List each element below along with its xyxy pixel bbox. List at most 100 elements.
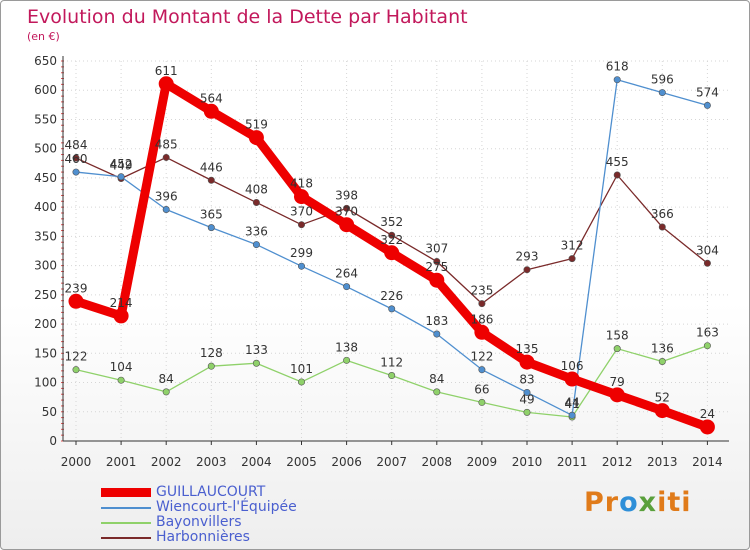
data-label-2-8: 84 [429, 372, 444, 386]
data-point-1-9 [478, 366, 486, 374]
y-tick-label: 400 [34, 200, 57, 214]
data-label-1-5: 299 [290, 246, 313, 260]
data-point-2-0 [72, 366, 80, 374]
data-point-3-2 [162, 153, 170, 161]
y-tick-label: 300 [34, 259, 57, 273]
legend-swatch [101, 488, 151, 497]
data-point-3-14 [703, 259, 711, 267]
data-point-3-11 [568, 255, 576, 263]
chart-title: Evolution du Montant de la Dette par Hab… [27, 6, 468, 28]
data-point-3-10 [523, 266, 531, 274]
x-tick-label: 2000 [61, 455, 92, 469]
data-point-2-3 [207, 362, 215, 370]
data-point-1-1 [117, 173, 125, 181]
data-label-3-1: 449 [110, 159, 133, 173]
y-tick-label: 250 [34, 288, 57, 302]
data-label-2-0: 122 [65, 350, 88, 364]
data-label-2-1: 104 [110, 360, 133, 374]
data-label-2-11: 41 [564, 397, 579, 411]
data-point-0-12 [609, 387, 625, 403]
data-label-1-0: 460 [65, 152, 88, 166]
data-label-0-10: 135 [516, 342, 539, 356]
data-label-2-3: 128 [200, 346, 223, 360]
data-point-0-13 [654, 403, 670, 419]
x-tick-label: 2014 [692, 455, 723, 469]
data-label-0-2: 611 [155, 64, 178, 78]
data-label-1-10: 83 [519, 372, 534, 386]
data-label-3-10: 293 [516, 250, 539, 264]
data-point-1-11 [568, 411, 576, 419]
y-tick-label: 50 [42, 405, 57, 419]
data-point-2-1 [117, 376, 125, 384]
data-point-2-4 [252, 359, 260, 367]
chart-legend: GUILLAUCOURT Wiencourt-l'Équipée Bayonvill… [101, 485, 361, 545]
data-label-0-11: 106 [561, 359, 584, 373]
data-label-1-4: 336 [245, 225, 268, 239]
x-tick-label: 2006 [331, 455, 362, 469]
data-point-0-7 [384, 245, 400, 261]
data-point-1-3 [207, 224, 215, 232]
x-tick-label: 2011 [557, 455, 588, 469]
data-label-3-11: 312 [561, 239, 584, 253]
data-point-3-4 [252, 198, 260, 206]
x-tick-label: 2009 [467, 455, 498, 469]
data-point-1-8 [433, 330, 441, 338]
data-point-2-7 [388, 372, 396, 380]
data-label-1-1: 452 [110, 157, 133, 171]
data-label-0-14: 24 [700, 407, 715, 421]
data-label-3-2: 485 [155, 137, 178, 151]
data-label-2-10: 49 [519, 392, 534, 406]
proxiti-logo: Proxiti [584, 487, 692, 518]
data-label-3-9: 235 [470, 284, 493, 298]
data-point-2-5 [297, 378, 305, 386]
data-point-2-6 [343, 356, 351, 364]
data-label-3-0: 484 [65, 138, 88, 152]
data-label-1-11: 44 [564, 395, 579, 409]
data-point-0-5 [294, 189, 309, 205]
y-tick-label: 600 [34, 83, 57, 97]
data-point-1-10 [523, 388, 531, 396]
y-tick-label: 0 [49, 434, 57, 448]
data-label-2-13: 136 [651, 341, 674, 355]
y-tick-label: 450 [34, 171, 57, 185]
legend-swatch [101, 521, 151, 524]
data-point-3-3 [207, 176, 215, 184]
data-point-2-10 [523, 408, 531, 416]
data-label-2-6: 138 [335, 340, 358, 354]
data-label-1-7: 226 [380, 289, 403, 303]
legend-label: GUILLAUCOURT [156, 484, 266, 500]
data-label-2-12: 158 [606, 329, 629, 343]
data-point-0-11 [564, 371, 580, 387]
data-point-3-8 [433, 258, 441, 266]
legend-item: Harbonnières [101, 530, 361, 545]
data-label-0-3: 564 [200, 91, 223, 105]
data-label-0-6: 370 [335, 205, 358, 219]
y-tick-label: 500 [34, 142, 57, 156]
data-label-2-7: 112 [380, 356, 403, 370]
data-point-1-13 [658, 89, 666, 97]
data-label-3-13: 366 [651, 207, 674, 221]
data-point-3-7 [388, 231, 396, 239]
data-label-0-4: 519 [245, 118, 268, 132]
data-label-1-13: 596 [651, 73, 674, 87]
data-label-3-6: 398 [335, 188, 358, 202]
data-point-2-13 [658, 357, 666, 365]
y-tick-label: 100 [34, 376, 57, 390]
data-label-2-14: 163 [696, 326, 719, 340]
data-label-1-14: 574 [696, 85, 719, 99]
data-label-1-8: 183 [425, 314, 448, 328]
x-tick-label: 2012 [602, 455, 633, 469]
y-tick-label: 350 [34, 229, 57, 243]
data-label-2-5: 101 [290, 362, 313, 376]
data-point-2-9 [478, 398, 486, 406]
data-label-3-5: 370 [290, 205, 313, 219]
x-tick-label: 2008 [422, 455, 453, 469]
data-point-0-8 [429, 272, 445, 288]
y-tick-label: 150 [34, 346, 57, 360]
data-point-0-4 [248, 130, 264, 146]
data-point-0-10 [519, 354, 535, 370]
x-tick-label: 2004 [241, 455, 272, 469]
y-tick-label: 550 [34, 112, 57, 126]
data-label-1-12: 618 [606, 60, 629, 74]
